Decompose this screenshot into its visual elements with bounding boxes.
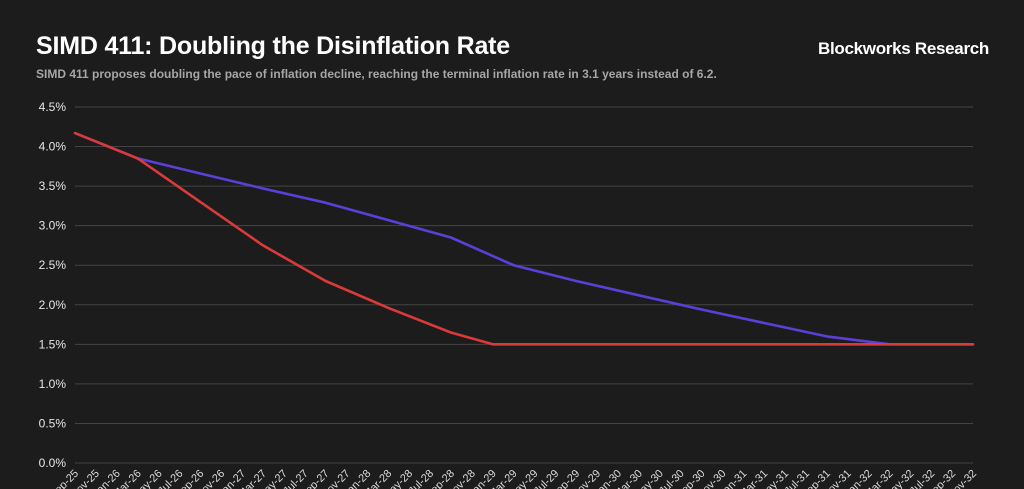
y-tick-label: 2.5% <box>39 258 67 272</box>
y-tick-label: 0.5% <box>39 416 67 430</box>
y-tick-label: 1.5% <box>39 337 67 351</box>
y-tick-label: 3.0% <box>39 219 67 233</box>
y-axis-ticks: 0.0% 0.5% 1.0% 1.5% 2.0% 2.5% 3.0% 3.5% 4.0% 4.5% <box>39 100 67 470</box>
y-tick-label: 4.0% <box>39 140 67 154</box>
y-tick-label: 2.0% <box>39 298 67 312</box>
series-lines <box>73 131 975 346</box>
grid-lines <box>75 106 973 464</box>
chart-subtitle: SIMD 411 proposes doubling the pace of i… <box>36 67 717 81</box>
series-line-simd-411 <box>73 131 975 346</box>
y-tick-label: 4.5% <box>39 100 67 114</box>
y-tick-label: 1.0% <box>39 377 67 391</box>
x-axis-ticks: Sep-25Nov-25Jan-26Mar-26May-26Jul-26Sep-… <box>48 468 980 489</box>
series-line-current <box>73 131 975 346</box>
y-tick-label: 3.5% <box>39 179 67 193</box>
brand-logo-text: Blockworks Research <box>818 39 989 58</box>
chart-title: SIMD 411: Doubling the Disinflation Rate <box>36 32 510 60</box>
y-tick-label: 0.0% <box>39 456 67 470</box>
